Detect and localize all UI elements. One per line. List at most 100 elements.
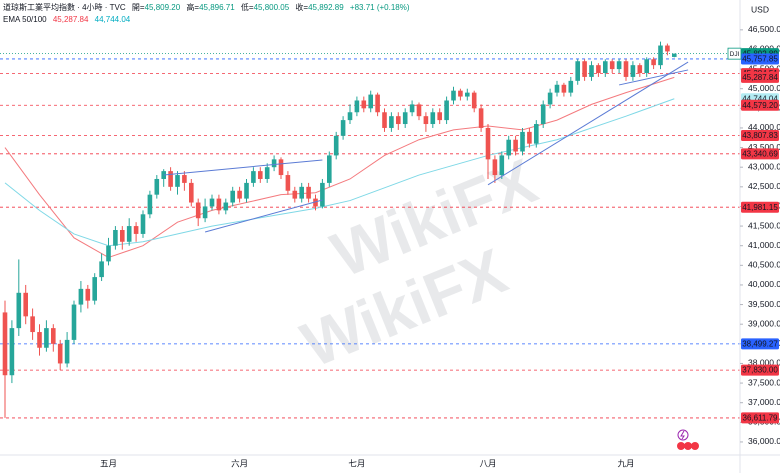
candle-body xyxy=(540,104,546,125)
ohlc-value: 45,892.89 xyxy=(308,3,344,12)
plot-area xyxy=(0,41,740,419)
candle-body xyxy=(120,230,125,242)
y-tick-label: 36,000.00 xyxy=(748,436,780,446)
candle-body xyxy=(658,45,663,66)
candle-body xyxy=(554,84,560,93)
candle-body xyxy=(2,312,8,376)
event-icons xyxy=(677,429,699,450)
y-tick-label: 39,500.00 xyxy=(748,299,780,309)
candle-body xyxy=(64,339,70,364)
ema-line xyxy=(4,98,675,247)
icon xyxy=(677,442,685,450)
candle-body xyxy=(375,94,380,113)
candle-body xyxy=(306,186,311,199)
icon xyxy=(684,442,692,450)
ohlc-label: 低= xyxy=(241,2,254,12)
y-tick-label: 44,000.00 xyxy=(748,122,780,132)
candle-body xyxy=(182,175,187,183)
price-tag-label: 41,981.15 xyxy=(742,203,778,212)
candle-body xyxy=(161,171,166,179)
candle-body xyxy=(672,53,677,57)
candle-body xyxy=(71,304,77,340)
candle-body xyxy=(168,171,173,187)
indicator-value: 45,287.84 xyxy=(53,15,89,24)
price-tag xyxy=(741,338,779,350)
candle-body xyxy=(271,159,277,168)
y-tick-label: 39,000.00 xyxy=(748,318,780,328)
candle-body xyxy=(430,112,436,125)
candle-body xyxy=(623,61,629,77)
y-tick-label: 41,000.00 xyxy=(748,240,780,250)
candle-body xyxy=(37,332,42,348)
y-tick-label: 40,500.00 xyxy=(748,260,780,270)
price-tag xyxy=(741,53,779,65)
candle-body xyxy=(237,190,242,199)
indicator-line: EMA 50/100 45,287.84 44,744.04 xyxy=(3,15,131,24)
header-line: 道琼斯工業平均指數 · 4小時 · TVC 開=45,809.20 高=45,8… xyxy=(3,2,410,12)
candle-body xyxy=(175,175,180,187)
candle-body xyxy=(195,202,201,219)
candle-body xyxy=(409,104,415,113)
candle-body xyxy=(189,182,194,203)
price-tag-label: 45,757.85 xyxy=(742,55,778,64)
candle-body xyxy=(140,214,146,234)
candle-body xyxy=(354,100,360,113)
candle-body xyxy=(513,139,518,152)
candle-body xyxy=(499,155,505,176)
candle-body xyxy=(609,61,615,70)
y-tick-label: 37,500.00 xyxy=(748,377,780,387)
candle-body xyxy=(437,112,442,121)
change: +83.71 (+0.18%) xyxy=(350,3,410,12)
candle-body xyxy=(603,61,608,74)
price-tag xyxy=(741,364,779,376)
candle-body xyxy=(209,198,215,207)
candle-body xyxy=(92,277,97,301)
price-tag-label: 43,340.69 xyxy=(742,149,778,158)
candle-body xyxy=(333,135,339,156)
y-tick-label: 42,500.00 xyxy=(748,181,780,191)
price-tag-label: 37,830.00 xyxy=(742,366,778,375)
y-tick-label: 43,000.00 xyxy=(748,161,780,171)
candle-body xyxy=(389,116,394,128)
candle-body xyxy=(278,159,284,176)
candle-body xyxy=(327,155,332,183)
candle-body xyxy=(106,245,111,262)
candle-body xyxy=(444,100,449,121)
candle-body xyxy=(223,202,229,211)
candle-body xyxy=(78,288,84,305)
candle-body xyxy=(230,190,235,203)
y-tick-label: 40,000.00 xyxy=(748,279,780,289)
x-tick-label: 九月 xyxy=(617,458,634,468)
candle-body xyxy=(154,178,160,195)
price-tag xyxy=(741,148,779,160)
candle-body xyxy=(465,92,470,97)
price-tag-label: 36,611.79 xyxy=(743,414,779,423)
candle-body xyxy=(596,65,601,74)
candle-body xyxy=(506,139,511,156)
ohlc-value: 45,809.20 xyxy=(145,3,181,12)
candle-body xyxy=(258,171,263,179)
candle-body xyxy=(264,167,270,179)
candle-body xyxy=(320,182,325,207)
candle-body xyxy=(9,328,15,376)
indicator: EMA 50/100 xyxy=(3,15,47,24)
candle-body xyxy=(292,190,298,199)
y-tick-label: 41,500.00 xyxy=(748,220,780,230)
candle-body xyxy=(396,116,401,125)
x-tick-label: 八月 xyxy=(479,458,496,468)
candle-body xyxy=(582,61,587,77)
candle-body xyxy=(382,112,387,128)
candle-body xyxy=(299,186,304,199)
candle-body xyxy=(561,84,567,93)
indicator-value: 44,744.04 xyxy=(95,15,131,24)
price-axis: 36,000.0036,500.0037,000.0037,500.0038,0… xyxy=(740,24,780,446)
price-tag xyxy=(741,129,779,141)
candle-body xyxy=(244,182,249,199)
price-tag-label: 43,807.83 xyxy=(742,131,778,140)
icon xyxy=(680,430,685,440)
currency: USD xyxy=(751,4,769,14)
candle-body xyxy=(644,59,649,74)
candle-body xyxy=(402,112,408,125)
price-tag xyxy=(741,71,779,83)
